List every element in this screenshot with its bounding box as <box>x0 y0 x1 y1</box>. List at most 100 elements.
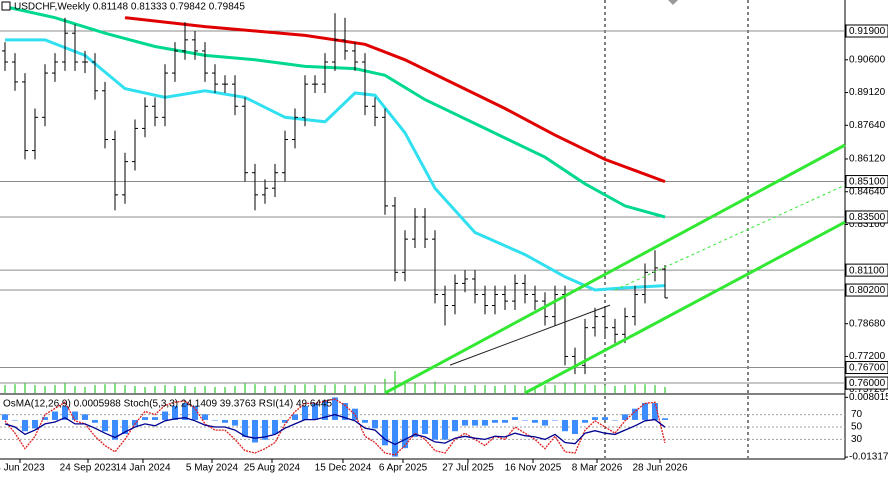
trendline <box>524 220 846 395</box>
plot-layer: 0.90600 0.89120 0.87640 0.86120 0.84640 0.831… <box>0 5 888 474</box>
y-tick-label: 0.90600 <box>849 54 886 65</box>
level-label: 0.76700 <box>849 363 886 374</box>
level-label-box <box>845 361 888 375</box>
moving-average <box>5 38 666 292</box>
osma-bar <box>322 400 328 420</box>
osma-bar <box>342 403 348 420</box>
osma-bar <box>42 417 48 420</box>
x-tick-label: 14 Jan 2024 <box>115 463 170 474</box>
osma-bar <box>292 414 298 420</box>
osma-bar <box>62 405 68 420</box>
title-icon <box>1 1 11 11</box>
x-tick-label: 15 Dec 2024 <box>315 463 372 474</box>
osma-bar <box>2 414 8 420</box>
indicator-level-label: 70 <box>851 409 863 420</box>
level-label: 0.83500 <box>849 212 886 223</box>
osma-bar <box>212 419 218 421</box>
level-label-box <box>845 210 888 224</box>
osma-bar <box>462 419 468 426</box>
y-tick-label: 0.87640 <box>849 120 886 131</box>
osma-bar <box>632 408 638 420</box>
osma-bar <box>352 408 358 420</box>
indicator-tick-label: -0.013177 <box>849 452 888 463</box>
osma-bar <box>102 419 108 432</box>
x-tick-label: 27 Jul 2025 <box>442 463 494 474</box>
trendline <box>449 304 611 366</box>
osma-bar <box>522 419 528 421</box>
osma-bar <box>142 417 148 420</box>
indicator-level-label: 30 <box>851 434 863 445</box>
osma-bar <box>402 419 408 449</box>
level-label: 0.91900 <box>849 26 886 37</box>
y-tick-label: 0.78680 <box>849 318 886 329</box>
osma-bar <box>442 419 448 440</box>
y-tick-label: 0.83160 <box>849 219 886 230</box>
chart-title: USDCHF,Weekly 0.81148 0.81333 0.79842 0.… <box>14 2 245 13</box>
osma-bar <box>22 419 28 432</box>
osma-bar <box>482 419 488 426</box>
x-tick-label: 5 May 2024 <box>186 463 239 474</box>
osma-bar <box>222 419 228 423</box>
osma-bar <box>12 419 18 421</box>
trendline <box>614 184 846 291</box>
osma-bar <box>502 419 508 423</box>
osma-bar <box>432 419 438 440</box>
shift-marker <box>668 0 678 5</box>
x-tick-label: 16 Nov 2025 <box>505 463 562 474</box>
level-label: 0.76000 <box>849 378 886 389</box>
moving-average <box>124 16 666 184</box>
osma-bar <box>372 419 378 429</box>
osma-bar <box>272 419 278 435</box>
osma-bar <box>652 403 658 420</box>
osma-bar <box>132 419 138 426</box>
osma-bar <box>612 419 618 421</box>
osma-bar <box>332 397 338 420</box>
osma-bar <box>172 405 178 420</box>
osma-bar <box>472 419 478 426</box>
osma-bar <box>412 419 418 437</box>
level-label-box <box>845 175 888 189</box>
osma-bar <box>252 419 258 443</box>
y-tick-label: 0.89120 <box>849 87 886 98</box>
osma-bar <box>232 419 238 426</box>
level-label-box <box>845 376 888 390</box>
osma-bar <box>92 419 98 423</box>
x-tick-label: 25 Aug 2024 <box>244 463 301 474</box>
osma-bar <box>542 419 548 426</box>
osma-bar <box>392 419 398 457</box>
osma-bar <box>262 419 268 440</box>
osma-bar <box>492 419 498 423</box>
osma-bar <box>312 403 318 420</box>
osma-bar <box>642 403 648 420</box>
osma-bar <box>582 419 588 423</box>
osma-bar <box>512 417 518 420</box>
osma-bar <box>82 414 88 420</box>
x-tick-label: 4 Jun 2023 <box>0 463 45 474</box>
osma-bar <box>72 411 78 420</box>
rsi-line <box>4 413 666 446</box>
stoch-line <box>4 398 666 456</box>
osma-bar <box>152 417 158 420</box>
x-tick-label: 6 Apr 2025 <box>379 463 428 474</box>
osma-bar <box>382 419 388 446</box>
osma-bar <box>112 419 118 440</box>
y-tick-label: 0.84640 <box>849 186 886 197</box>
osma-bar <box>532 419 538 423</box>
x-tick-label: 24 Sep 2023 <box>60 463 117 474</box>
osma-bar <box>192 405 198 420</box>
level-label-box <box>845 24 888 38</box>
osma-bar <box>602 417 608 420</box>
level-label: 0.85100 <box>849 177 886 188</box>
indicator-tick-label: 0.008015 <box>849 392 888 403</box>
osma-bar <box>562 419 568 432</box>
level-label-box <box>845 263 888 277</box>
osma-bar <box>422 419 428 435</box>
osma-bar <box>122 419 128 435</box>
y-tick-label: 0.86120 <box>849 154 886 165</box>
osma-bar <box>52 411 58 420</box>
osma-bar <box>362 419 368 423</box>
indicator-title: OsMA(12,26,9) 0.0005988 Stoch(5,3,3) 24.… <box>3 399 333 410</box>
level-label: 0.81100 <box>849 265 885 276</box>
osma-bar <box>592 417 598 420</box>
